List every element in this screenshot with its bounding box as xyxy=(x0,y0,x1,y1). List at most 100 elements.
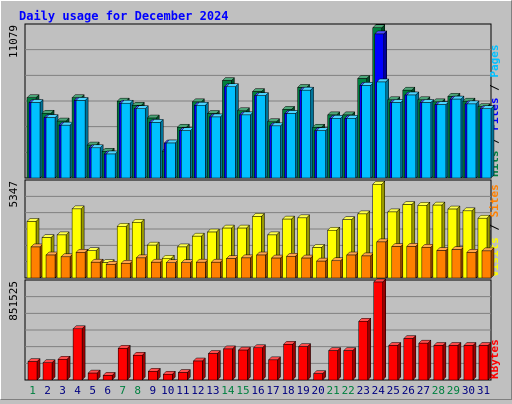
bar-pages-day-27 xyxy=(421,98,435,179)
bar-front xyxy=(256,254,266,279)
x-tick-label: 8 xyxy=(134,384,141,397)
bar-pages-day-7 xyxy=(120,99,134,179)
bar-front xyxy=(238,349,248,381)
bar-front xyxy=(132,355,143,381)
bar-front xyxy=(120,263,131,279)
bar-front xyxy=(358,321,368,381)
bar-front xyxy=(361,255,371,279)
bar-front xyxy=(211,261,221,279)
bar-front xyxy=(283,344,293,381)
bar-front xyxy=(316,260,326,279)
bar-side xyxy=(337,347,341,381)
bar-sites-day-14 xyxy=(225,255,240,279)
bar-side xyxy=(397,341,402,381)
bar-kbytes-day-3 xyxy=(57,355,71,381)
bar-kbytes-day-20 xyxy=(313,370,327,381)
bar-kbytes-day-19 xyxy=(297,343,312,381)
bar-side xyxy=(382,278,386,381)
x-tick-label: 3 xyxy=(59,384,66,397)
bar-kbytes-day-6 xyxy=(102,371,116,381)
bar-side xyxy=(490,247,495,279)
bar-kbytes-day-18 xyxy=(282,340,297,381)
bar-kbytes-day-15 xyxy=(237,346,252,381)
bar-front xyxy=(478,345,489,381)
bar-sites-day-17 xyxy=(270,254,285,279)
bar-side xyxy=(472,341,477,381)
bar-side xyxy=(141,351,146,381)
bar-front xyxy=(451,98,462,179)
series-label: / xyxy=(488,78,501,98)
bar-pages-day-20 xyxy=(316,127,330,179)
bar-front xyxy=(406,246,417,279)
bar-kbytes-day-10 xyxy=(162,370,176,381)
bar-kbytes-day-16 xyxy=(252,344,267,381)
bar-pages-day-18 xyxy=(285,109,300,179)
bar-kbytes-day-9 xyxy=(147,367,161,381)
bar-pages-day-12 xyxy=(195,101,209,179)
bar-kbytes-day-31 xyxy=(478,341,492,381)
bar-kbytes-day-14 xyxy=(222,345,237,381)
bar-pages-day-2 xyxy=(45,114,59,179)
bar-side xyxy=(262,344,266,381)
x-tick-label: 31 xyxy=(477,384,490,397)
bar-pages-day-24 xyxy=(376,78,390,179)
series-label: Pages xyxy=(488,45,501,78)
bar-front xyxy=(181,262,191,279)
bar-kbytes-day-5 xyxy=(87,369,101,381)
bar-sites-day-30 xyxy=(466,248,480,279)
bar-pages-day-28 xyxy=(436,100,450,179)
bar-front xyxy=(466,252,477,279)
x-tick-label: 15 xyxy=(236,384,249,397)
bar-front xyxy=(57,359,68,381)
bar-side xyxy=(217,349,221,381)
bar-side xyxy=(51,359,56,381)
bar-sites-day-31 xyxy=(481,247,495,279)
bar-front xyxy=(166,262,176,279)
bar-sites-day-5 xyxy=(90,258,104,279)
bar-front xyxy=(346,254,356,279)
bar-kbytes-day-29 xyxy=(448,341,462,381)
y-max-label: 851525 xyxy=(7,281,20,321)
x-tick-label: 21 xyxy=(327,384,340,397)
bar-front xyxy=(148,371,158,381)
bar-front xyxy=(253,347,263,381)
bar-front xyxy=(45,117,56,179)
y-max-label: 11079 xyxy=(7,25,20,58)
bar-pages-day-26 xyxy=(406,91,420,179)
bar-sites-day-1 xyxy=(30,243,44,279)
bar-front xyxy=(181,130,191,179)
bar-pages-day-8 xyxy=(135,105,149,179)
bar-pages-day-13 xyxy=(210,113,224,179)
bar-front xyxy=(433,345,444,381)
bar-kbytes-day-7 xyxy=(117,344,131,381)
bar-pages-day-4 xyxy=(75,96,89,179)
bar-front xyxy=(60,124,71,179)
bar-front xyxy=(343,350,353,381)
bar-front xyxy=(117,348,128,381)
bar-front xyxy=(163,373,173,381)
bar-pages-day-30 xyxy=(466,100,480,179)
bar-sites-day-10 xyxy=(165,259,179,279)
bar-pages-day-1 xyxy=(30,98,44,179)
bar-sites-day-6 xyxy=(105,260,119,279)
bar-front xyxy=(391,102,402,179)
x-tick-label: 4 xyxy=(74,384,81,397)
bar-front xyxy=(241,257,251,279)
x-tick-label: 13 xyxy=(206,384,219,397)
bar-front xyxy=(151,261,161,279)
bar-front xyxy=(268,359,278,381)
bar-front xyxy=(481,108,492,179)
bar-front xyxy=(298,346,308,381)
bar-front xyxy=(226,258,236,279)
bar-front xyxy=(256,95,266,179)
bar-front xyxy=(301,257,311,279)
x-tick-label: 5 xyxy=(89,384,96,397)
bar-front xyxy=(403,338,414,381)
x-tick-label: 2 xyxy=(44,384,51,397)
bar-sites-day-8 xyxy=(135,254,149,279)
bar-sites-day-28 xyxy=(436,246,450,279)
